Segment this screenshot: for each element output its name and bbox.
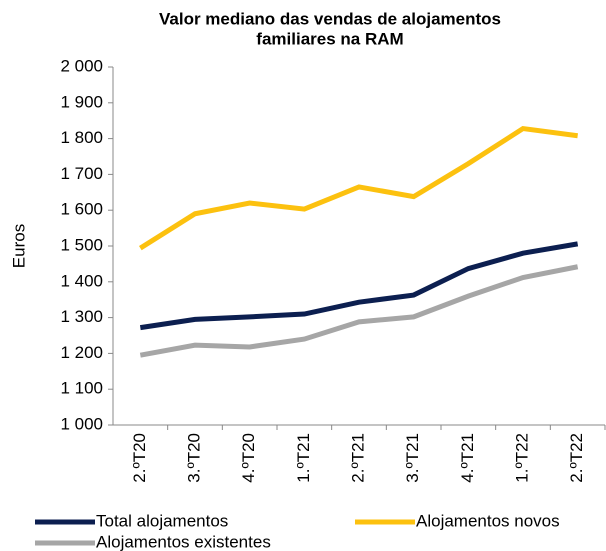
legend-label: Alojamentos existentes xyxy=(96,532,271,551)
y-tick-label: 1 700 xyxy=(60,164,103,183)
x-tick-label: 4.ºT20 xyxy=(239,433,258,483)
legend-label: Alojamentos novos xyxy=(416,511,560,530)
x-tick-label: 2.ºT22 xyxy=(567,433,586,483)
y-tick-label: 1 500 xyxy=(60,235,103,254)
series-line xyxy=(139,264,579,358)
y-tick-label: 2 000 xyxy=(60,56,103,75)
series-line xyxy=(139,125,578,251)
x-tick-label: 3.ºT20 xyxy=(184,433,203,483)
chart-title: familiares na RAM xyxy=(256,29,403,48)
x-tick-label: 3.ºT21 xyxy=(403,433,422,483)
y-tick-label: 1 300 xyxy=(60,307,103,326)
y-tick-label: 1 600 xyxy=(60,200,103,219)
y-axis-label: Euros xyxy=(9,224,28,268)
y-tick-label: 1 400 xyxy=(60,271,103,290)
x-tick-label: 1.ºT21 xyxy=(294,433,313,483)
series-line xyxy=(139,241,579,331)
y-tick-label: 1 000 xyxy=(60,414,103,433)
x-tick-label: 2.ºT20 xyxy=(130,433,149,483)
legend-label: Total alojamentos xyxy=(96,511,228,530)
x-tick-label: 1.ºT22 xyxy=(512,433,531,483)
y-tick-label: 1 200 xyxy=(60,343,103,362)
y-tick-label: 1 900 xyxy=(60,92,103,111)
x-tick-label: 4.ºT21 xyxy=(458,433,477,483)
chart-title: Valor mediano das vendas de alojamentos xyxy=(159,9,501,28)
y-tick-label: 1 800 xyxy=(60,128,103,147)
y-tick-label: 1 100 xyxy=(60,379,103,398)
x-tick-label: 2.ºT21 xyxy=(348,433,367,483)
